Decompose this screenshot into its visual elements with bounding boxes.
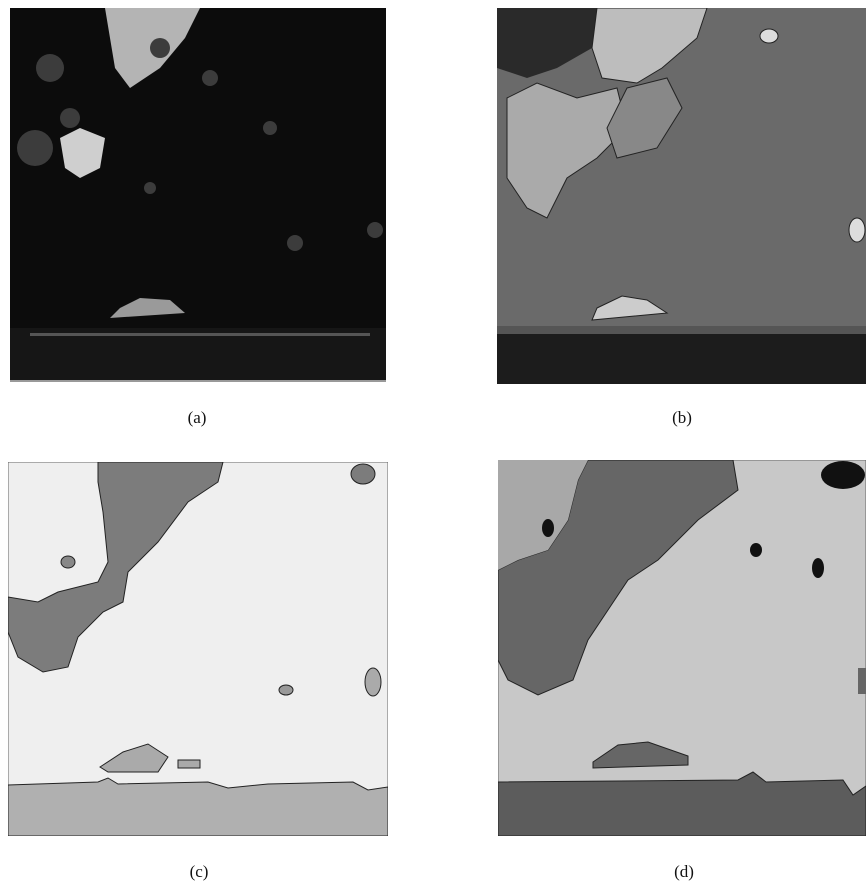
caption: (d) (674, 862, 694, 882)
image-b (497, 8, 866, 384)
image-d (498, 460, 866, 836)
caption: (c) (190, 862, 209, 882)
figure: (a) (b) (c) (d) (0, 0, 866, 884)
caption: (b) (672, 408, 692, 428)
image-a (10, 8, 386, 382)
caption: (a) (188, 408, 207, 428)
image-c (8, 462, 388, 836)
